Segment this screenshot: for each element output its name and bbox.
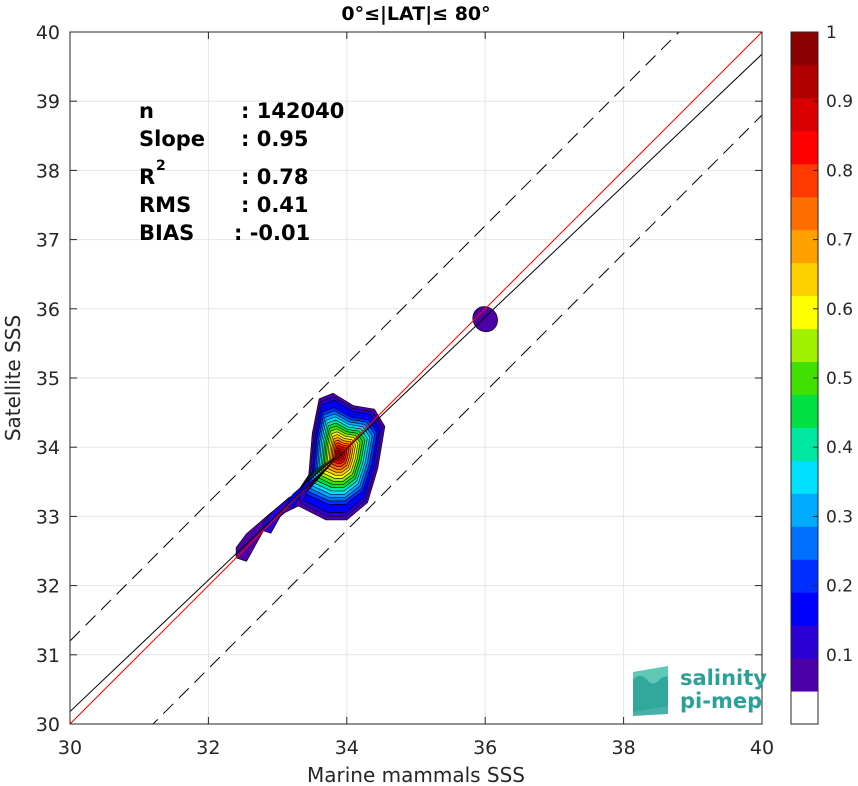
colorbar	[791, 32, 818, 725]
x-tick-label: 34	[335, 737, 359, 759]
colorbar-tick-label: 0.3	[826, 507, 853, 527]
stat-slope-value: : 0.95	[241, 127, 309, 151]
y-tick-label: 37	[36, 230, 60, 252]
y-tick-label: 40	[36, 22, 60, 44]
colorbar-segment	[791, 559, 818, 593]
grid-lines	[69, 31, 763, 725]
colorbar-segment	[791, 394, 818, 428]
colorbar-tick-label: 0.4	[826, 438, 853, 458]
colorbar-segment	[791, 625, 818, 659]
x-tick-label: 32	[196, 737, 220, 759]
stat-n-value: : 142040	[241, 99, 344, 123]
y-tick-label: 35	[36, 368, 60, 390]
colorbar-segment	[791, 163, 818, 198]
stat-rms-label: RMS	[139, 193, 191, 217]
colorbar-segment	[791, 32, 818, 66]
y-axis-label: Satellite SSS	[1, 315, 25, 441]
reference-lines	[70, 32, 762, 724]
y-axis-ticks: 30 31 32 33 34 35 36 37 38 39 40	[36, 22, 762, 736]
colorbar-segment	[791, 229, 818, 264]
line-one-to-one	[70, 32, 762, 724]
y-tick-label: 34	[36, 437, 60, 459]
logo-text-line1: salinity	[680, 666, 767, 690]
stat-rms-value: : 0.41	[241, 193, 309, 217]
x-axis-ticks: 30 32 34 36 38 40	[58, 32, 774, 759]
logo-text-line2: pi-mep	[680, 689, 762, 713]
stat-slope-label: Slope	[139, 127, 205, 151]
colorbar-tick-label: 1	[826, 23, 837, 43]
chart-title: 0°≤|LAT|≤ 80°	[341, 3, 490, 25]
x-axis-label: Marine mammals SSS	[307, 763, 525, 786]
colorbar-tick-label: 0.5	[826, 369, 853, 389]
stat-r2-superscript: 2	[156, 158, 166, 174]
colorbar-segment	[791, 295, 818, 330]
colorbar-segment	[791, 460, 818, 494]
y-tick-label: 39	[36, 91, 60, 113]
y-tick-label: 30	[36, 714, 60, 736]
colorbar-tick-label: 0.2	[826, 577, 853, 597]
stat-n-label: n	[139, 99, 154, 123]
stat-bias-value: : -0.01	[234, 221, 310, 245]
stat-r2-label: R	[139, 165, 155, 189]
colorbar-tick-label: 0.1	[826, 646, 853, 666]
colorbar-segment	[791, 328, 818, 363]
x-tick-label: 40	[750, 737, 774, 759]
colorbar-tick-label: 0.8	[826, 161, 853, 181]
y-tick-label: 38	[36, 160, 60, 182]
density-contour-secondary	[472, 306, 498, 333]
colorbar-tick-label: 0.7	[826, 231, 853, 251]
colorbar-segment	[791, 658, 818, 692]
line-upper-bound	[70, 32, 680, 642]
colorbar-ticks: 0.1 0.2 0.3 0.4 0.5 0.6 0.7 0.8 0.9 1	[813, 23, 853, 666]
colorbar-segment	[791, 64, 818, 99]
colorbar-segment	[791, 427, 818, 461]
colorbar-tick-label: 0.6	[826, 300, 853, 320]
y-tick-label: 33	[36, 506, 60, 528]
colorbar-segment	[791, 526, 818, 560]
colorbar-tick-label: 0.9	[826, 92, 853, 112]
y-tick-label: 32	[36, 576, 60, 598]
colorbar-segment	[791, 493, 818, 527]
colorbar-segment	[791, 130, 818, 165]
colorbar-segment	[791, 97, 818, 132]
x-tick-label: 38	[612, 737, 636, 759]
colorbar-segment	[791, 262, 818, 297]
logo-wave-shape-front	[633, 676, 668, 716]
line-fit	[70, 53, 762, 712]
stat-bias-label: BIAS	[139, 221, 194, 245]
y-tick-label: 36	[36, 299, 60, 321]
colorbar-segment	[791, 196, 818, 231]
colorbar-segment	[791, 691, 818, 725]
salinity-pimep-logo: salinity pi-mep	[633, 666, 767, 716]
line-lower-bound	[152, 114, 762, 724]
y-tick-label: 31	[36, 645, 60, 667]
colorbar-segment	[791, 592, 818, 626]
stats-annotation: n : 142040 Slope : 0.95 R 2 : 0.78 RMS :…	[139, 99, 344, 245]
x-tick-label: 30	[58, 737, 82, 759]
x-tick-label: 36	[473, 737, 497, 759]
stat-r2-value: : 0.78	[241, 165, 309, 189]
